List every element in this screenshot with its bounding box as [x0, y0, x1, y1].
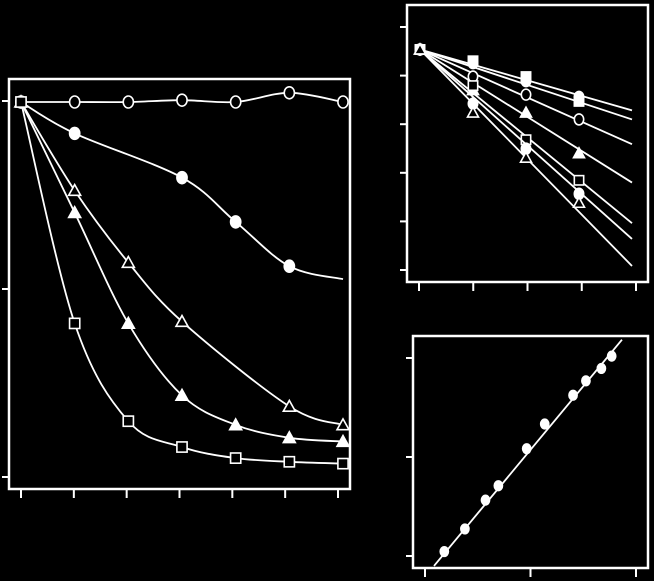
data-point	[568, 389, 578, 401]
data-point	[467, 80, 479, 92]
data-point	[174, 313, 190, 328]
series-line	[20, 101, 344, 443]
data-point	[67, 205, 83, 219]
data-point	[520, 71, 532, 83]
chart-panel-1	[2, 77, 352, 498]
data-point	[120, 315, 136, 330]
data-point	[573, 174, 585, 186]
data-point	[228, 417, 244, 431]
data-point	[68, 95, 81, 109]
data-point	[572, 195, 586, 209]
data-point	[122, 415, 135, 428]
data-point	[229, 215, 242, 229]
data-point	[520, 88, 532, 101]
data-point	[519, 150, 533, 163]
data-point	[460, 523, 470, 535]
data-point	[281, 398, 297, 413]
data-point	[283, 85, 296, 100]
series-7-triangle-open	[413, 42, 633, 267]
data-point	[573, 95, 585, 107]
series-line	[419, 48, 633, 121]
data-point	[68, 126, 81, 141]
data-point	[413, 42, 427, 55]
data-point	[15, 96, 27, 108]
data-point	[439, 545, 450, 558]
data-point	[229, 452, 242, 464]
data-point	[68, 317, 81, 330]
data-point	[572, 146, 586, 159]
data-point	[581, 375, 591, 387]
data-point	[281, 430, 297, 444]
data-point	[467, 55, 479, 67]
chart-panel-2	[400, 3, 650, 291]
data-point	[519, 105, 533, 118]
data-point	[335, 433, 351, 448]
data-point	[596, 362, 607, 375]
data-point	[466, 105, 480, 118]
data-point	[521, 443, 532, 455]
data-point	[176, 441, 188, 453]
series-5-square-open	[15, 96, 349, 470]
series-line	[20, 101, 344, 465]
data-point	[337, 95, 349, 109]
data-point	[335, 417, 351, 431]
data-point	[174, 387, 190, 401]
data-point	[122, 95, 135, 109]
data-point	[176, 93, 188, 107]
data-point	[229, 95, 242, 109]
data-point	[176, 170, 188, 185]
chart-panel-3	[406, 334, 650, 577]
data-point	[539, 418, 550, 430]
series-2-circle-filled	[15, 95, 344, 280]
data-point	[283, 455, 296, 468]
data-point	[573, 113, 585, 126]
series-2-square-filled	[414, 44, 633, 121]
data-point	[283, 259, 296, 274]
data-point	[337, 457, 349, 470]
data-point	[67, 182, 83, 197]
data-point	[480, 494, 491, 506]
data-point	[493, 480, 504, 492]
data-point	[120, 254, 136, 269]
data-point	[606, 350, 617, 362]
series-1-circle-filled	[433, 339, 623, 567]
